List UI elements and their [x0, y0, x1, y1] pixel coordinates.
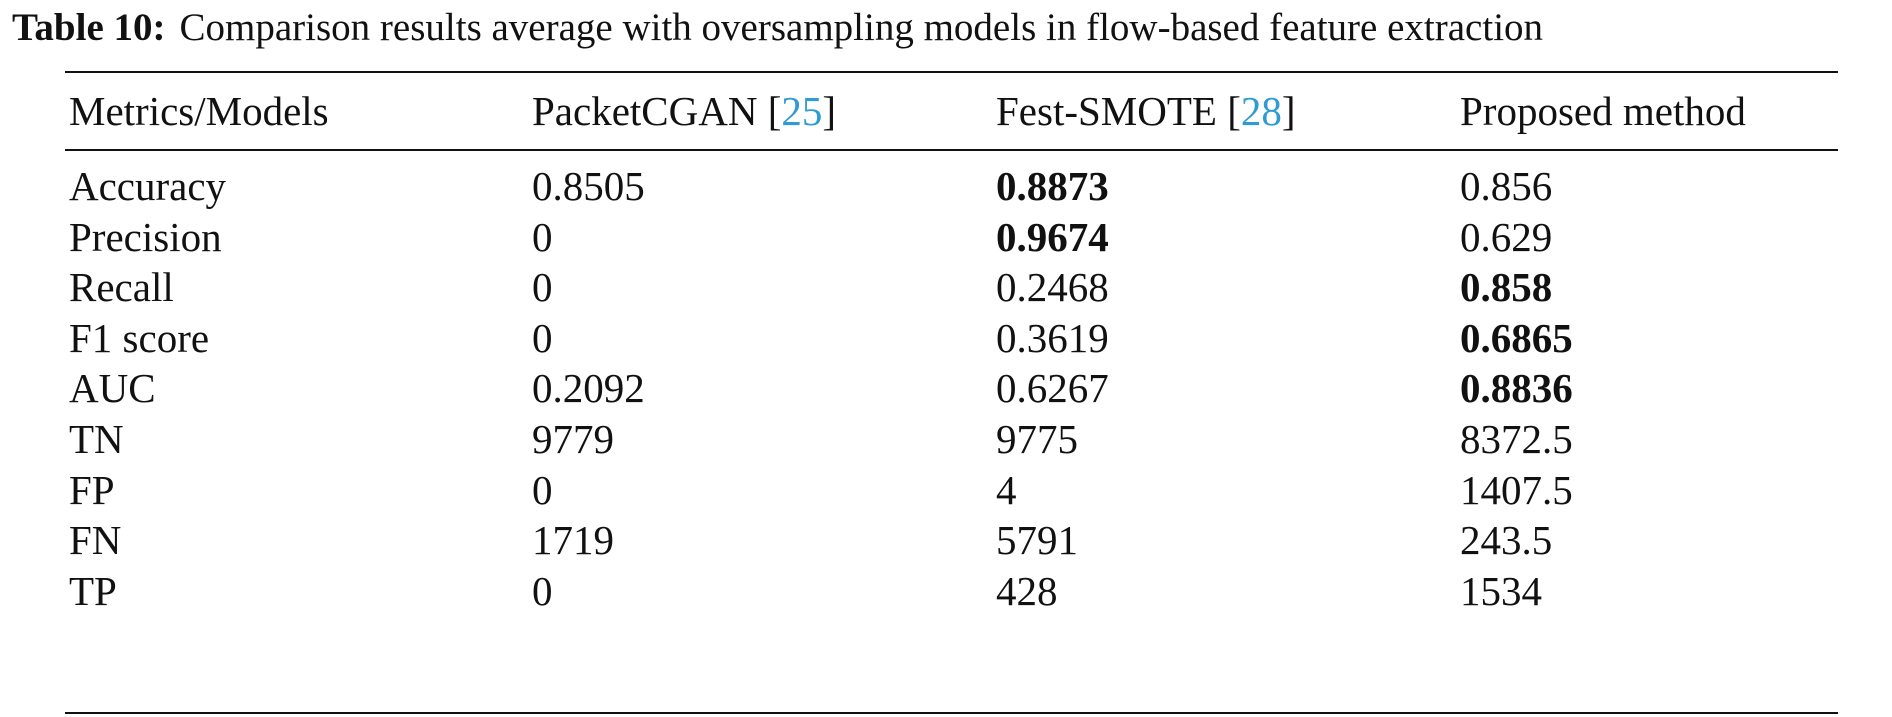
- header-packetcgan: PacketCGAN [25]: [532, 88, 837, 134]
- table-bottom-rule: [65, 712, 1838, 714]
- table-cell-value: 0: [532, 264, 553, 310]
- table-cell-value: 5791: [996, 517, 1078, 563]
- table-cell-value: 8372.5: [1460, 416, 1573, 462]
- table-cell-value: 0.856: [1460, 163, 1553, 209]
- table-caption: Table 10: Comparison results average with…: [12, 4, 1882, 52]
- table-cell-value: 0.8836: [1460, 365, 1573, 411]
- table-cell-value: 0.6267: [996, 365, 1109, 411]
- table-cell-value: 0: [532, 315, 553, 361]
- table-row: FN 1719 5791 243.5: [0, 510, 1892, 570]
- table-row: Recall 0 0.2468 0.858: [0, 257, 1892, 317]
- table-cell-value: 4: [996, 467, 1017, 513]
- table-cell-value: 0.2468: [996, 264, 1109, 310]
- table-caption-label: Table 10:: [12, 6, 166, 49]
- table-cell-value: 1534: [1460, 568, 1542, 614]
- table-row: Accuracy 0.8505 0.8873 0.856: [0, 156, 1892, 216]
- table-cell-value: 0: [532, 214, 553, 260]
- table-cell-metric: TN: [69, 416, 124, 462]
- header-fest-smote-label: Fest-SMOTE: [996, 88, 1217, 134]
- table-row: FP 0 4 1407.5: [0, 460, 1892, 520]
- table-caption-text: Comparison results average with oversamp…: [179, 6, 1544, 49]
- table-cell-value: 0.2092: [532, 365, 645, 411]
- table-cell-metric: FP: [69, 467, 115, 513]
- table-cell-value: 0.629: [1460, 214, 1553, 260]
- citation-link-25[interactable]: 25: [781, 88, 823, 134]
- header-proposed-method: Proposed method: [1460, 88, 1746, 134]
- table-cell-value: 0.8505: [532, 163, 645, 209]
- table-row: F1 score 0 0.3619 0.6865: [0, 308, 1892, 368]
- table-cell-value: 428: [996, 568, 1058, 614]
- table-cell-value: 0: [532, 568, 553, 614]
- table-cell-value: 0: [532, 467, 553, 513]
- table-cell-value: 0.6865: [1460, 315, 1573, 361]
- table-top-rule: [65, 71, 1838, 73]
- table-cell-value: 9779: [532, 416, 614, 462]
- table-cell-metric: AUC: [69, 365, 156, 411]
- table-cell-value: 9775: [996, 416, 1078, 462]
- table-cell-value: 1407.5: [1460, 467, 1573, 513]
- header-packetcgan-label: PacketCGAN: [532, 88, 758, 134]
- citation-link-28[interactable]: 28: [1240, 88, 1282, 134]
- table-cell-value: 243.5: [1460, 517, 1553, 563]
- table-cell-metric: FN: [69, 517, 122, 563]
- header-metrics-models: Metrics/Models: [69, 88, 329, 134]
- table-cell-metric: Accuracy: [69, 163, 227, 209]
- table-cell-metric: F1 score: [69, 315, 210, 361]
- table-cell-metric: Precision: [69, 214, 222, 260]
- table-row: TN 9779 9775 8372.5: [0, 409, 1892, 469]
- table-row: TP 0 428 1534: [0, 561, 1892, 621]
- table-header-rule: [65, 149, 1838, 151]
- table-header-row: Metrics/Models PacketCGAN [25] Fest-SMOT…: [0, 81, 1892, 141]
- table-row: Precision 0 0.9674 0.629: [0, 207, 1892, 267]
- table-cell-metric: TP: [69, 568, 117, 614]
- table-cell-value: 0.858: [1460, 264, 1553, 310]
- table-cell-value: 0.3619: [996, 315, 1109, 361]
- table-row: AUC 0.2092 0.6267 0.8836: [0, 358, 1892, 418]
- table-cell-value: 0.8873: [996, 163, 1109, 209]
- header-fest-smote: Fest-SMOTE [28]: [996, 88, 1296, 134]
- table-cell-value: 0.9674: [996, 214, 1109, 260]
- table-cell-metric: Recall: [69, 264, 174, 310]
- table-cell-value: 1719: [532, 517, 614, 563]
